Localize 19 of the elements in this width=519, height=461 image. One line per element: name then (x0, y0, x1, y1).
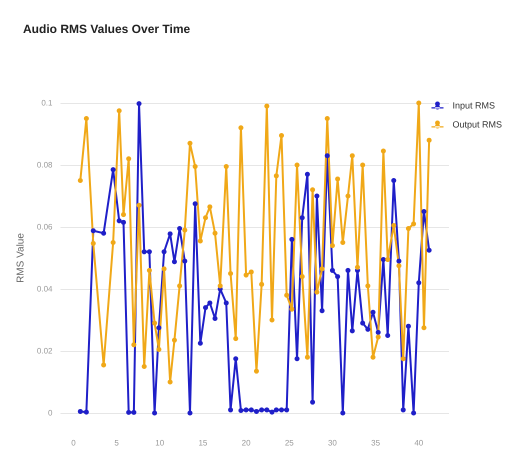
y-tick-label: 0.06 (36, 222, 54, 232)
x-tick-label: 20 (242, 438, 252, 448)
x-tick-label: 25 (284, 438, 294, 448)
x-tick-label: 5 (114, 438, 120, 448)
x-tick-label: 15 (198, 438, 208, 448)
x-tick-label: 0 (71, 438, 76, 448)
y-tick-label: 0 (48, 408, 54, 418)
y-tick-label: 0.02 (36, 346, 54, 356)
x-tick-label: 35 (371, 438, 381, 448)
y-tick-label: 0.04 (36, 284, 54, 294)
y-tick-label: 0.1 (41, 98, 54, 108)
x-tick-label: 40 (414, 438, 424, 448)
x-tick-label: 30 (328, 438, 338, 448)
legend-label: Output RMS (452, 120, 502, 130)
y-tick-label: 0.08 (36, 160, 54, 170)
y-axis-title: RMS Value (16, 232, 26, 283)
legend-label: Input RMS (452, 100, 496, 110)
x-tick-label: 10 (155, 438, 165, 448)
chart-title: Audio RMS Values Over Time (23, 22, 190, 36)
